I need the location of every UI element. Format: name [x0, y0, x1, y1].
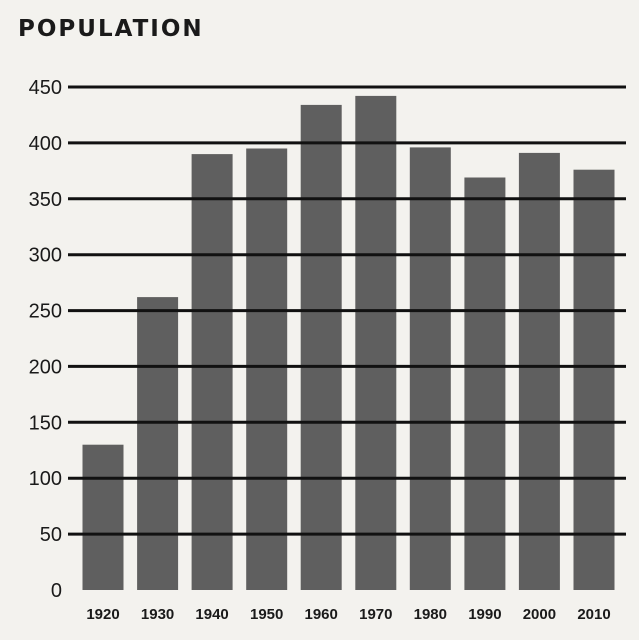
x-tick-label-1980: 1980	[414, 606, 447, 623]
bar-1920	[82, 444, 124, 590]
y-tick-label-200: 200	[29, 356, 62, 378]
bar-1970	[355, 95, 397, 591]
x-tick-label-1930: 1930	[141, 606, 174, 623]
bar-1960	[300, 104, 342, 591]
x-tick-label-1950: 1950	[250, 606, 283, 623]
bar-1980	[409, 147, 451, 590]
chart-title: POPULATION	[18, 16, 204, 42]
bar-1930	[137, 297, 179, 590]
x-tick-label-2000: 2000	[523, 606, 556, 623]
y-tick-label-100: 100	[29, 468, 62, 490]
gridlines-group	[68, 85, 626, 536]
x-tick-labels: 1920 1930 1940 1950 1960 1970 1980 1990 2000 2010	[86, 606, 610, 623]
y-tick-labels: 0 50 100 150 200 250 300 350 400 450	[29, 77, 62, 602]
x-tick-label-1990: 1990	[468, 606, 501, 623]
y-tick-label-50: 50	[40, 524, 62, 546]
y-tick-label-350: 350	[29, 189, 62, 211]
x-tick-label-1920: 1920	[86, 606, 119, 623]
bar-2010	[573, 169, 615, 590]
x-tick-label-1970: 1970	[359, 606, 392, 623]
y-tick-label-0: 0	[51, 580, 62, 602]
x-tick-label-1940: 1940	[195, 606, 228, 623]
x-tick-label-1960: 1960	[305, 606, 338, 623]
bar-2000	[518, 152, 560, 590]
y-tick-label-300: 300	[29, 245, 62, 267]
bar-1950	[246, 148, 288, 590]
y-tick-label-150: 150	[29, 412, 62, 434]
y-tick-label-250: 250	[29, 301, 62, 323]
bar-1940	[191, 154, 233, 590]
x-tick-label-2010: 2010	[577, 606, 610, 623]
bars-group	[82, 95, 615, 591]
y-tick-label-400: 400	[29, 133, 62, 155]
y-tick-label-450: 450	[29, 77, 62, 99]
bar-1990	[464, 177, 506, 590]
